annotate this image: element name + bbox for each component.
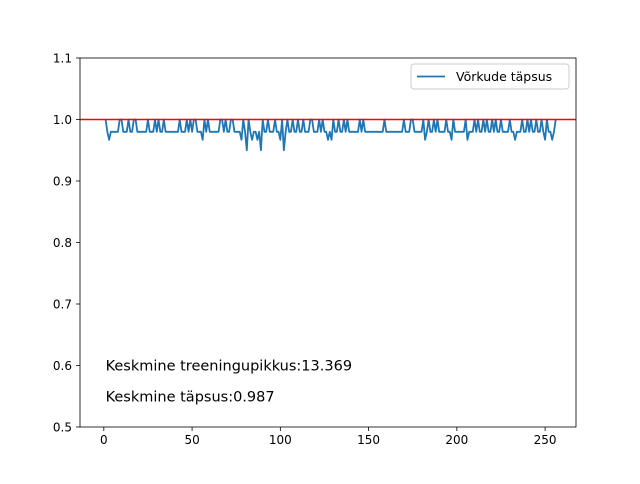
y-tick-label: 0.8	[53, 236, 72, 250]
y-tick-label: 0.6	[53, 359, 72, 373]
y-tick-label: 0.9	[53, 174, 72, 188]
y-tick-label: 1.0	[53, 113, 72, 127]
chart-annotations: Keskmine treeningupikkus:13.369 Keskmine …	[106, 359, 352, 406]
x-tick-label: 200	[445, 433, 468, 447]
y-tick-label: 0.5	[53, 420, 72, 434]
x-tick-label: 0	[100, 433, 108, 447]
legend-box	[410, 63, 570, 90]
legend-label: Võrkude täpsus	[456, 69, 552, 84]
series-line-0	[104, 118, 557, 152]
chart-marks	[80, 118, 576, 152]
y-tick-label: 1.1	[53, 51, 72, 65]
annotation-text: Keskmine täpsus:0.987	[106, 389, 275, 405]
x-tick-label: 50	[184, 433, 199, 447]
x-tick-label: 100	[269, 433, 292, 447]
chart-axes: 0 50 100 150 200 250 0.5 0.6 0.7 0.8 0.9 1.0 1.1	[53, 51, 577, 447]
x-tick-label: 150	[357, 433, 380, 447]
y-tick-label: 0.7	[53, 297, 72, 311]
x-tick-label: 250	[534, 433, 557, 447]
annotation-text: Keskmine treeningupikkus:13.369	[106, 359, 352, 375]
legend: Võrkude täpsus	[410, 63, 570, 90]
